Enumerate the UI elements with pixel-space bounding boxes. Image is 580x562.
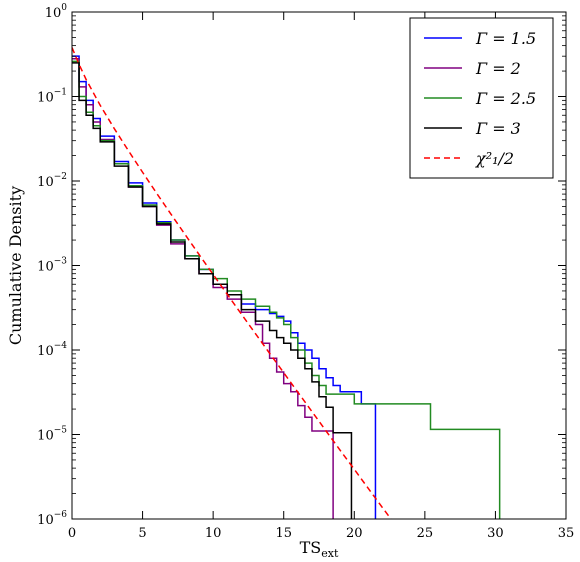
series-line-4 — [72, 47, 392, 519]
legend-label-3: Γ = 3 — [475, 119, 521, 138]
legend-label-0: Γ = 1.5 — [475, 29, 536, 48]
y-tick-label: 10−4 — [37, 341, 67, 359]
x-axis-label: TSext — [300, 538, 339, 560]
x-tick-label: 25 — [417, 526, 434, 541]
plot-area — [72, 47, 501, 519]
x-tick-label: 35 — [558, 526, 575, 541]
series-line-3 — [72, 62, 353, 519]
x-tick-label: 15 — [275, 526, 292, 541]
y-tick-label: 10−6 — [37, 510, 67, 528]
legend: Γ = 1.5 Γ = 2 Γ = 2.5 Γ = 3 χ²₁/2 — [409, 17, 554, 179]
x-tick-label: 0 — [68, 526, 76, 541]
y-tick-label: 10−2 — [37, 172, 67, 190]
x-tick-label: 5 — [138, 526, 146, 541]
x-tick-label: 10 — [205, 526, 222, 541]
series-group — [72, 47, 501, 519]
y-tick-label: 10−3 — [37, 257, 67, 275]
x-tick-label: 20 — [346, 526, 363, 541]
x-tick-label: 30 — [487, 526, 504, 541]
legend-label-1: Γ = 2 — [475, 59, 521, 78]
axes: 0 5 10 15 20 25 30 35 10−6 10−5 10−4 10−3 10−2 10−1 10… — [6, 3, 574, 560]
y-tick-label: 100 — [45, 3, 68, 21]
legend-label-2: Γ = 2.5 — [475, 89, 536, 108]
y-axis-label: Cumulative Density — [6, 186, 25, 345]
series-line-2 — [72, 60, 501, 519]
y-tick-label: 10−5 — [37, 426, 67, 444]
series-line-1 — [72, 57, 334, 519]
legend-label-4: χ²₁/2 — [475, 149, 514, 168]
y-tick-label: 10−1 — [37, 88, 67, 106]
